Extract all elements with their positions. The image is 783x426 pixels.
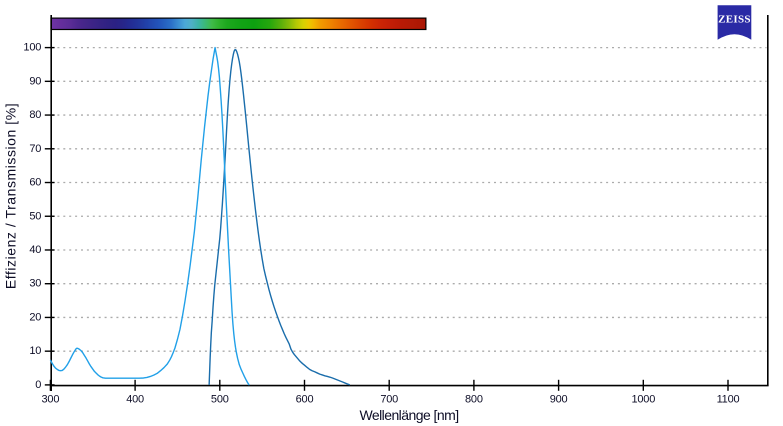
- svg-text:800: 800: [465, 394, 483, 406]
- svg-text:90: 90: [29, 75, 41, 87]
- svg-text:70: 70: [29, 143, 41, 155]
- svg-text:100: 100: [23, 42, 41, 54]
- svg-text:400: 400: [126, 394, 144, 406]
- svg-text:60: 60: [29, 177, 41, 189]
- svg-text:50: 50: [29, 210, 41, 222]
- svg-text:500: 500: [211, 394, 229, 406]
- svg-text:900: 900: [550, 394, 568, 406]
- svg-text:Wellenlänge [nm]: Wellenlänge [nm]: [359, 407, 458, 423]
- svg-text:40: 40: [29, 244, 41, 256]
- svg-text:700: 700: [380, 394, 398, 406]
- svg-text:1000: 1000: [631, 394, 655, 406]
- svg-text:1100: 1100: [717, 394, 740, 406]
- svg-text:10: 10: [29, 345, 41, 357]
- svg-text:600: 600: [296, 394, 314, 406]
- svg-text:ZEISS: ZEISS: [718, 14, 751, 26]
- svg-text:30: 30: [29, 278, 41, 290]
- svg-text:0: 0: [35, 379, 41, 391]
- svg-text:300: 300: [42, 394, 60, 406]
- svg-text:80: 80: [29, 109, 41, 121]
- svg-text:20: 20: [29, 311, 41, 323]
- svg-text:Effizienz / Transmission [%]: Effizienz / Transmission [%]: [3, 103, 19, 289]
